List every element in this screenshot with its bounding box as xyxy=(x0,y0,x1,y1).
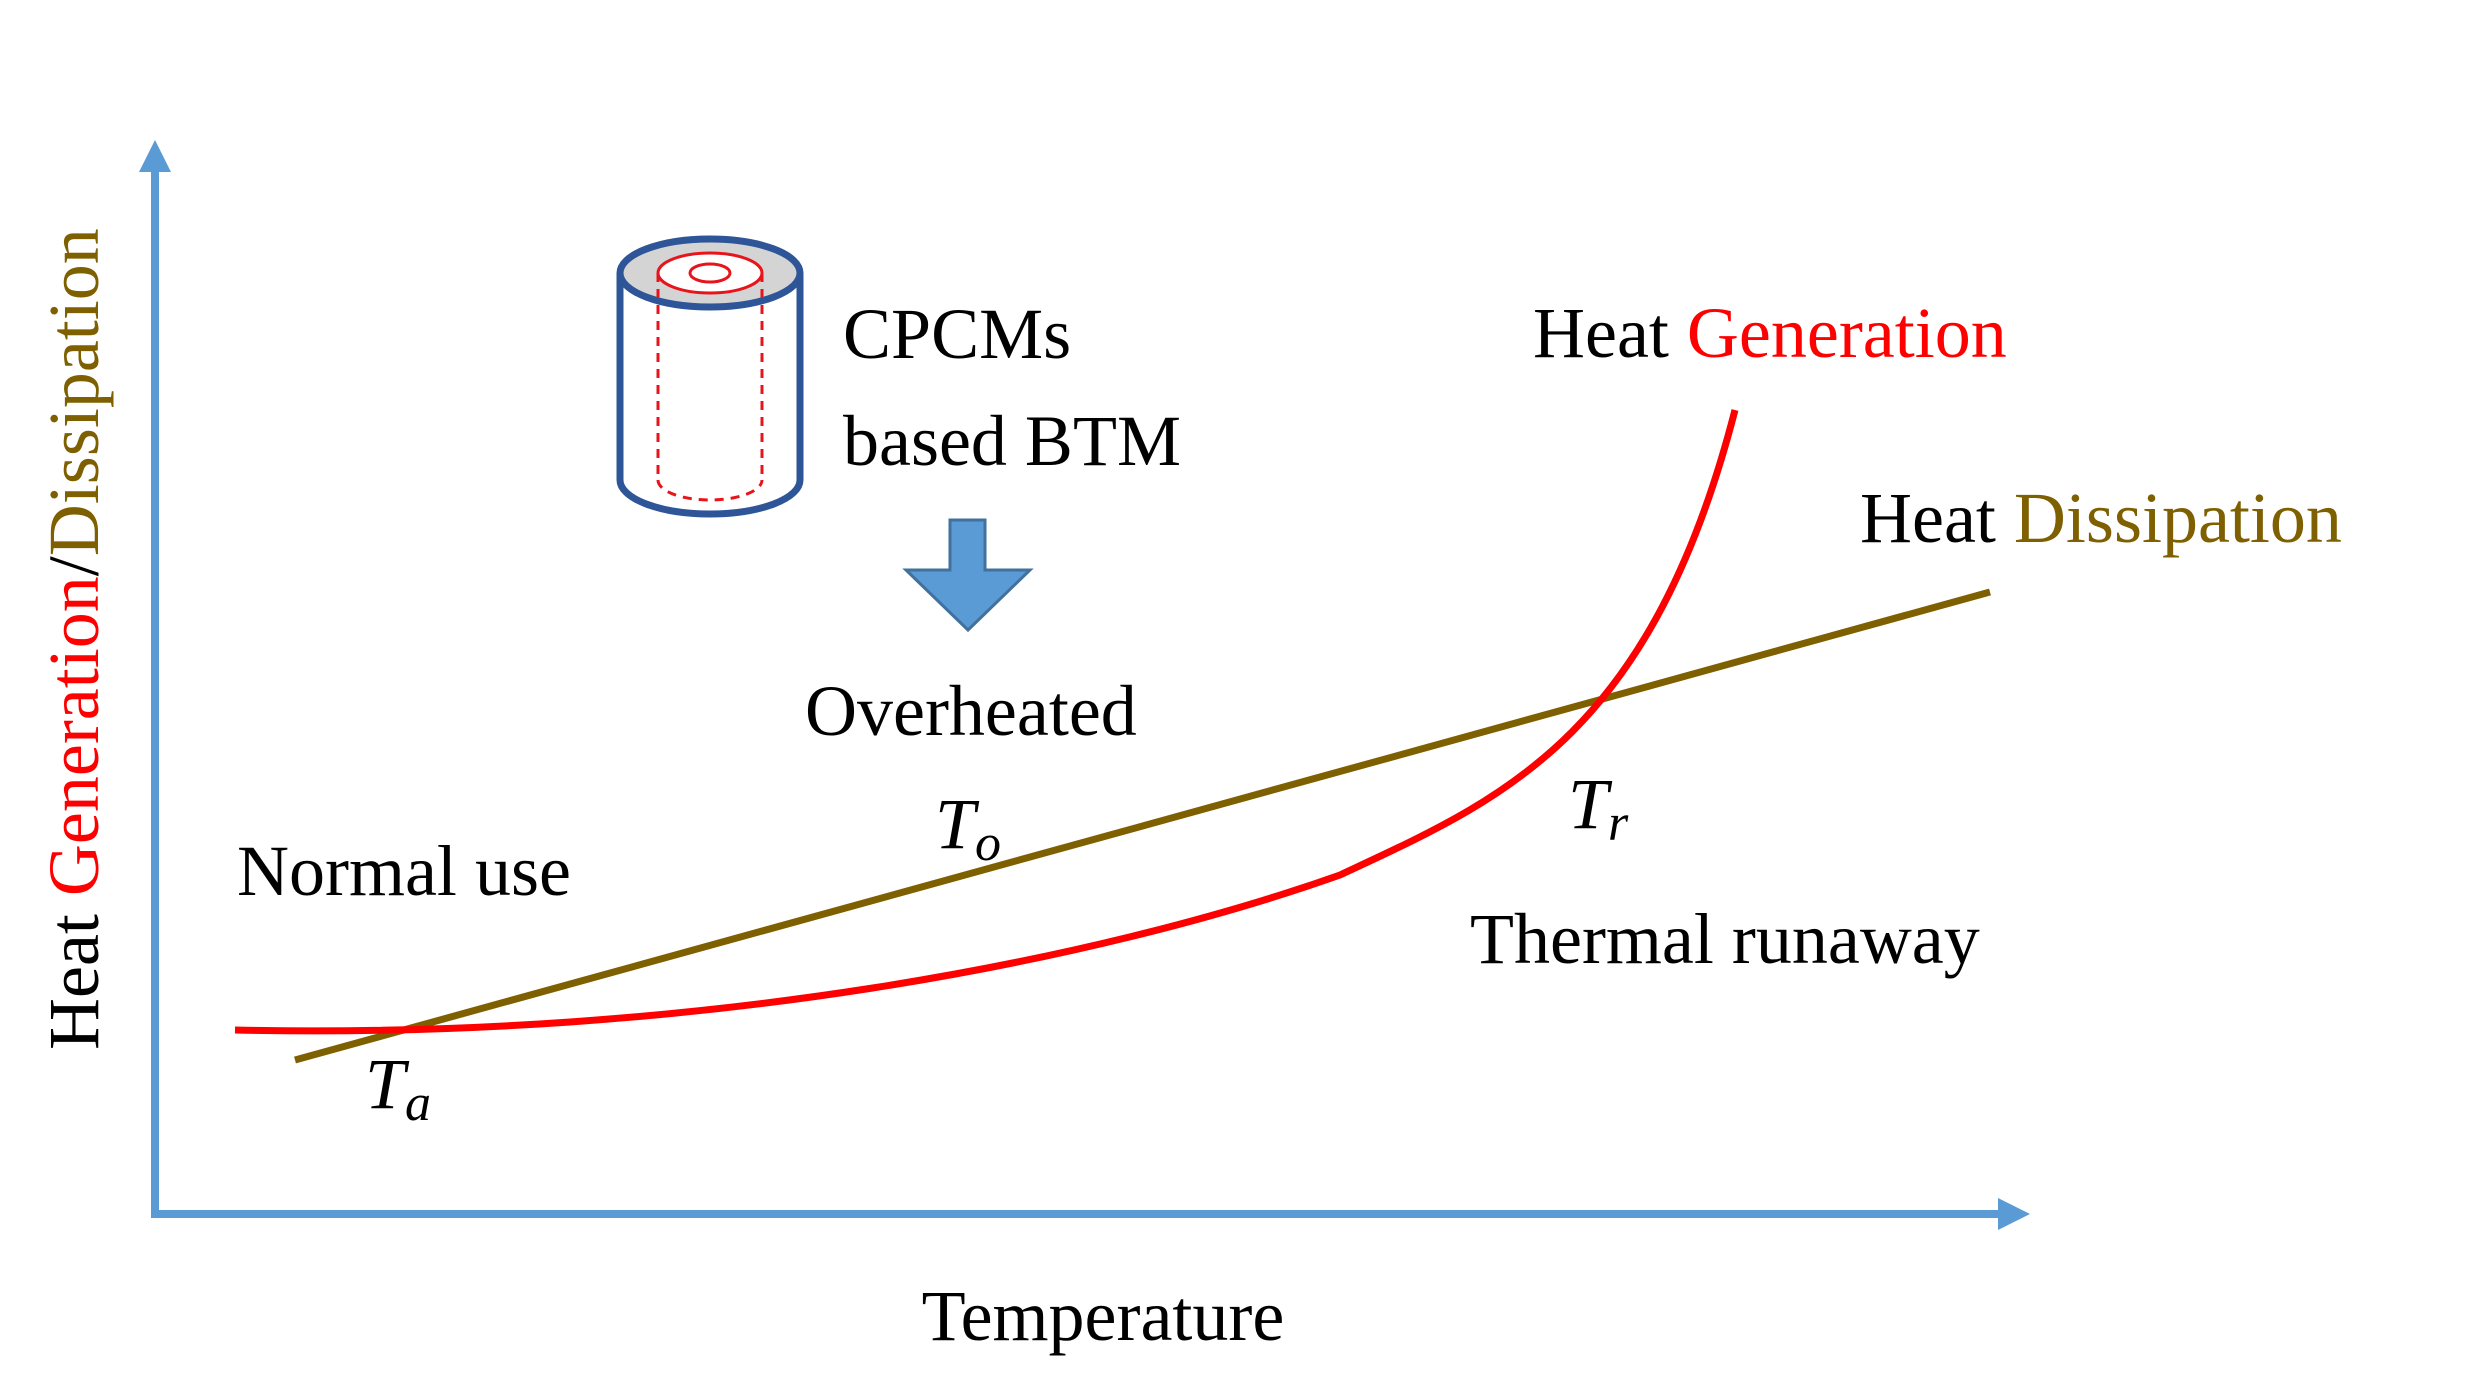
cell-label-line1: CPCMs xyxy=(843,294,1071,374)
y-label-prefix: Heat xyxy=(34,896,114,1050)
tr-symbol: T xyxy=(1568,764,1613,844)
ta-subscript: a xyxy=(405,1075,431,1132)
y-label-generation: Generation xyxy=(34,576,114,896)
region-label-thermal-runaway: Thermal runaway xyxy=(1470,899,1980,979)
y-axis-arrowhead xyxy=(139,140,171,172)
heat-generation-curve xyxy=(234,409,1739,1035)
x-axis-label: Temperature xyxy=(922,1276,1285,1356)
region-label-overheated: Overheated xyxy=(805,671,1137,751)
ta-symbol: T xyxy=(365,1044,410,1124)
region-label-normal-use: Normal use xyxy=(237,831,571,911)
y-label-dissipation: Dissipation xyxy=(34,228,114,556)
y-axis-label: Heat Generation/Dissipation xyxy=(34,228,114,1050)
cell-label-line2: based BTM xyxy=(843,401,1181,481)
tr-subscript: r xyxy=(1608,795,1629,852)
x-axis-arrowhead xyxy=(1998,1198,2030,1230)
legend-generation-word: Generation xyxy=(1687,293,2007,373)
temp-marker-tr: Tr xyxy=(1568,764,1629,852)
legend-dissipation-word: Dissipation xyxy=(2014,478,2342,558)
legend-dissipation-prefix: Heat xyxy=(1860,478,2014,558)
down-arrow-icon xyxy=(902,518,1034,633)
legend-generation-prefix: Heat xyxy=(1533,293,1687,373)
temp-marker-to: To xyxy=(935,784,1001,872)
to-subscript: o xyxy=(975,815,1001,872)
cell-body xyxy=(616,273,804,518)
to-symbol: T xyxy=(935,784,980,864)
cell-core-ring-inner xyxy=(688,262,732,284)
y-label-separator: / xyxy=(34,556,114,576)
axes xyxy=(139,140,2030,1230)
battery-cell-icon xyxy=(616,235,804,518)
legend-heat-generation: Heat Generation xyxy=(1533,293,2007,373)
legend-heat-dissipation: Heat Dissipation xyxy=(1860,478,2342,558)
heat-dissipation-line xyxy=(294,588,1991,1064)
temp-marker-ta: Ta xyxy=(365,1044,431,1132)
